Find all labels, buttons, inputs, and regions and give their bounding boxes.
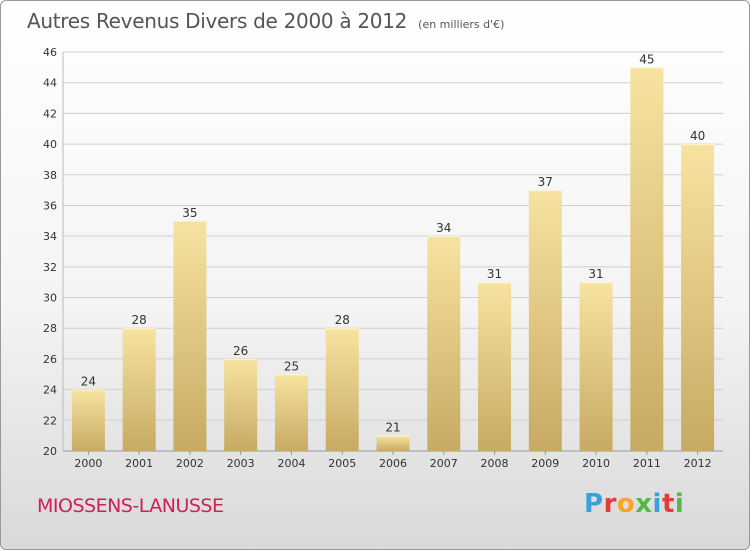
x-tick-label: 2005 (328, 457, 356, 470)
y-tick-label: 46 (43, 46, 57, 59)
bar-2007 (427, 236, 461, 451)
y-tick-label: 36 (43, 199, 57, 212)
y-tick-label: 40 (43, 138, 57, 151)
y-tick-label: 24 (43, 384, 57, 397)
brand-letter: r (603, 489, 617, 519)
y-tick-label: 20 (43, 445, 57, 458)
chart-title-block: Autres Revenus Divers de 2000 à 2012 (en… (27, 9, 504, 33)
bar-2000 (71, 389, 105, 451)
bar-2011 (630, 67, 664, 451)
y-tick-label: 44 (43, 77, 57, 90)
x-tick-label: 2011 (633, 457, 661, 470)
x-tick-label: 2004 (277, 457, 305, 470)
chart-unit: (en milliers d'€) (418, 18, 505, 31)
y-tick-label: 30 (43, 292, 57, 305)
y-tick-label: 26 (43, 353, 57, 366)
x-tick-label: 2009 (531, 457, 559, 470)
y-tick-label: 34 (43, 230, 57, 243)
bar-2012 (681, 144, 715, 452)
y-tick-label: 28 (43, 322, 57, 335)
brand-letter: P (584, 489, 604, 519)
chart-title: Autres Revenus Divers de 2000 à 2012 (27, 9, 408, 33)
brand-letter: i (674, 489, 685, 519)
value-label: 37 (538, 175, 553, 189)
x-tick-label: 2006 (379, 457, 407, 470)
y-tick-label: 42 (43, 107, 57, 120)
bar-2003 (224, 358, 258, 451)
bar-2005 (325, 328, 359, 451)
x-tick-label: 2003 (227, 457, 255, 470)
bar-2008 (478, 282, 512, 451)
value-label: 45 (639, 52, 654, 66)
y-tick-label: 22 (43, 414, 57, 427)
value-label: 35 (182, 206, 197, 220)
bar-2009 (528, 190, 562, 451)
city-name: MIOSSENS-LANUSSE (37, 495, 224, 517)
y-tick-label: 38 (43, 169, 57, 182)
brand-letter: o (616, 489, 636, 519)
value-label: 25 (284, 359, 299, 373)
value-label: 28 (132, 313, 147, 327)
value-label: 24 (81, 375, 96, 389)
x-tick-label: 2007 (430, 457, 458, 470)
y-tick-label: 32 (43, 261, 57, 274)
value-label: 31 (487, 267, 502, 281)
bar-2006 (376, 435, 410, 451)
value-label: 34 (436, 221, 451, 235)
value-label: 28 (335, 313, 350, 327)
bar-2004 (274, 374, 308, 451)
brand-letter: i (652, 489, 662, 519)
value-label: 26 (233, 344, 248, 358)
value-label: 21 (385, 421, 400, 435)
value-label: 40 (690, 129, 705, 143)
x-tick-label: 2010 (582, 457, 610, 470)
bars (71, 67, 715, 452)
x-tick-label: 2012 (684, 457, 712, 470)
x-tick-label: 2001 (125, 457, 153, 470)
x-tick-label: 2002 (176, 457, 204, 470)
brand-logo: Proxiti (584, 489, 684, 519)
value-label: 31 (588, 267, 603, 281)
x-tick-label: 2000 (74, 457, 102, 470)
x-tick-label: 2008 (481, 457, 509, 470)
bar-2002 (173, 220, 207, 451)
brand-letter: x (635, 489, 653, 519)
bar-2010 (579, 282, 613, 451)
labels: 20 22 24 26 28 30 32 34 36 38 40 42 44 46 24 2000 28 2001… (43, 46, 712, 470)
brand-letter: t (661, 489, 675, 519)
grid-lines (62, 51, 723, 455)
bar-2001 (122, 328, 156, 451)
